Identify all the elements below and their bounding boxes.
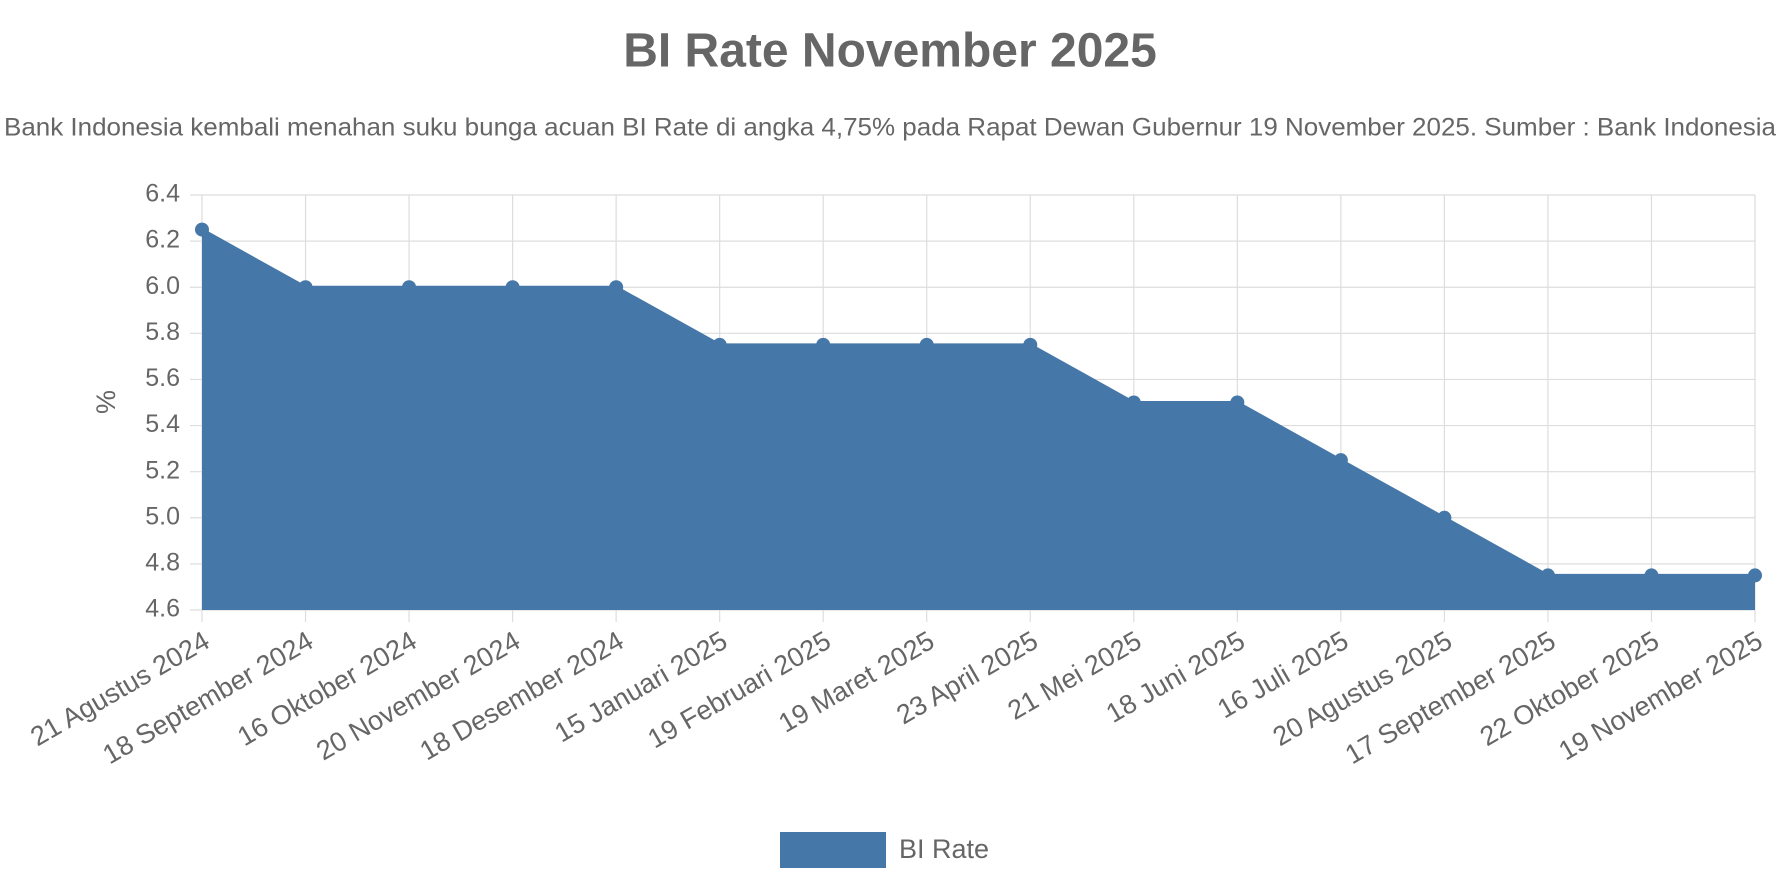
chart-subtitle: Bank Indonesia kembali menahan suku bung… xyxy=(4,114,1776,142)
point xyxy=(1023,337,1038,352)
legend-label: BI Rate xyxy=(899,834,989,864)
y-tick-label: 6.0 xyxy=(145,272,180,300)
x-tick-label: 15 Januari 2025 xyxy=(550,625,733,748)
point xyxy=(505,280,520,295)
legend-swatch xyxy=(780,832,886,868)
point xyxy=(1126,395,1141,410)
y-axis-label: % xyxy=(91,390,121,414)
line xyxy=(201,228,1755,577)
y-tick-label: 5.4 xyxy=(145,410,180,438)
y-tick-label: 6.2 xyxy=(145,226,180,254)
y-tick-label: 5.2 xyxy=(145,456,180,484)
point xyxy=(195,222,209,237)
y-tick-label: 6.4 xyxy=(145,180,180,208)
point xyxy=(609,280,624,295)
point xyxy=(712,337,727,352)
point xyxy=(816,337,831,352)
point xyxy=(1437,510,1452,525)
point xyxy=(1644,568,1659,583)
y-tick-label: 5.8 xyxy=(145,318,180,346)
x-tick-label: 19 Februari 2025 xyxy=(643,625,836,754)
y-tick-label: 4.6 xyxy=(145,595,180,623)
point xyxy=(1748,568,1762,583)
chart-title: BI Rate November 2025 xyxy=(623,25,1157,78)
point xyxy=(298,280,313,295)
y-tick-label: 5.0 xyxy=(145,502,180,530)
y-tick-label: 4.8 xyxy=(145,548,180,576)
area xyxy=(202,229,1755,611)
point xyxy=(1540,568,1555,583)
point xyxy=(1333,453,1348,468)
y-tick-label: 5.6 xyxy=(145,364,180,392)
point xyxy=(402,280,417,295)
point xyxy=(1230,395,1245,410)
point xyxy=(919,337,934,352)
